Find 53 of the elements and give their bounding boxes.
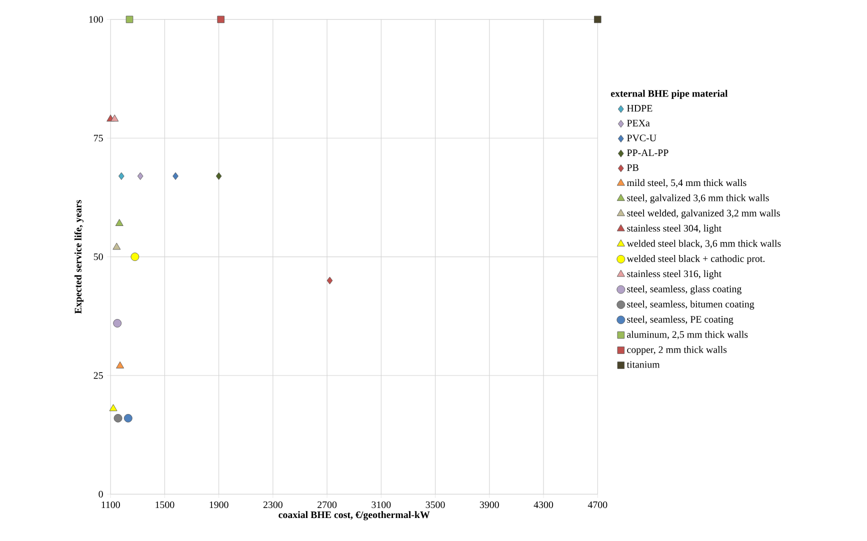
- point: [113, 319, 122, 328]
- x-tick-label: 2700: [318, 502, 337, 508]
- x-tick-label: 4300: [534, 502, 554, 508]
- y-tick-label: 0: [98, 490, 103, 498]
- x-tick-label: 1100: [102, 502, 120, 508]
- point: [326, 276, 333, 285]
- x-tick-label: 1500: [156, 502, 174, 508]
- legend-label: PP-AL-PP: [627, 150, 668, 156]
- point: [130, 252, 140, 262]
- point: [112, 242, 121, 250]
- legend-label: PEXa: [627, 120, 650, 127]
- legend-label: steel, seamless, bitumen coating: [627, 300, 754, 310]
- legend-label: steel, galvalized 3,6 mm thick walls: [627, 194, 769, 204]
- point: [114, 414, 122, 423]
- y-tick-label: 50: [94, 254, 103, 260]
- x-tick-label: 3100: [372, 502, 391, 508]
- y-tick-label: 25: [94, 372, 103, 379]
- point: [124, 414, 132, 423]
- point: [110, 114, 119, 122]
- point: [126, 16, 134, 24]
- point: [217, 16, 224, 24]
- point: [594, 16, 602, 24]
- x-tick-label: 4700: [588, 502, 608, 508]
- x-tick-label: 1900: [210, 502, 228, 508]
- legend-label: stainless steel 304, light: [627, 224, 722, 234]
- legend-label: steel, seamless, glass coating: [627, 286, 742, 295]
- legend-label: mild steel, 5,4 mm thick walls: [626, 179, 746, 188]
- point: [137, 172, 144, 180]
- point: [118, 172, 124, 180]
- y-tick-label: 75: [94, 134, 103, 142]
- point: [216, 172, 222, 180]
- point: [109, 404, 118, 412]
- point: [172, 172, 178, 180]
- legend-label: welded steel black, 3,6 mm thick walls: [626, 240, 781, 248]
- point: [115, 219, 124, 226]
- legend-label: PB: [627, 164, 638, 172]
- legend-label: steel, seamless, PE coating: [627, 316, 734, 325]
- legend-label: HDPE: [627, 105, 652, 112]
- legend-label: steel welded, galvanized 3,2 mm walls: [627, 210, 780, 219]
- y-axis-title: Expected service life, years: [74, 200, 84, 314]
- legend-label: stainless steel 316, light: [627, 270, 722, 280]
- y-tick-label: 100: [89, 16, 103, 23]
- x-axis-title: coaxial BHE cost, €/geothermal-kW: [278, 511, 430, 520]
- legend-label: welded steel black + cathodic prot.: [626, 255, 765, 264]
- legend-label: copper, 2 mm thick walls: [627, 346, 727, 356]
- x-tick-label: 3900: [480, 502, 499, 508]
- legend-title: external BHE pipe material: [610, 90, 728, 100]
- x-tick-label: 3500: [426, 502, 445, 508]
- point: [116, 362, 124, 369]
- legend-label: aluminum, 2,5 mm thick walls: [627, 331, 748, 340]
- legend-label: titanium: [626, 361, 660, 368]
- x-tick-label: 2300: [263, 502, 282, 508]
- legend-label: PVC-U: [627, 134, 656, 142]
